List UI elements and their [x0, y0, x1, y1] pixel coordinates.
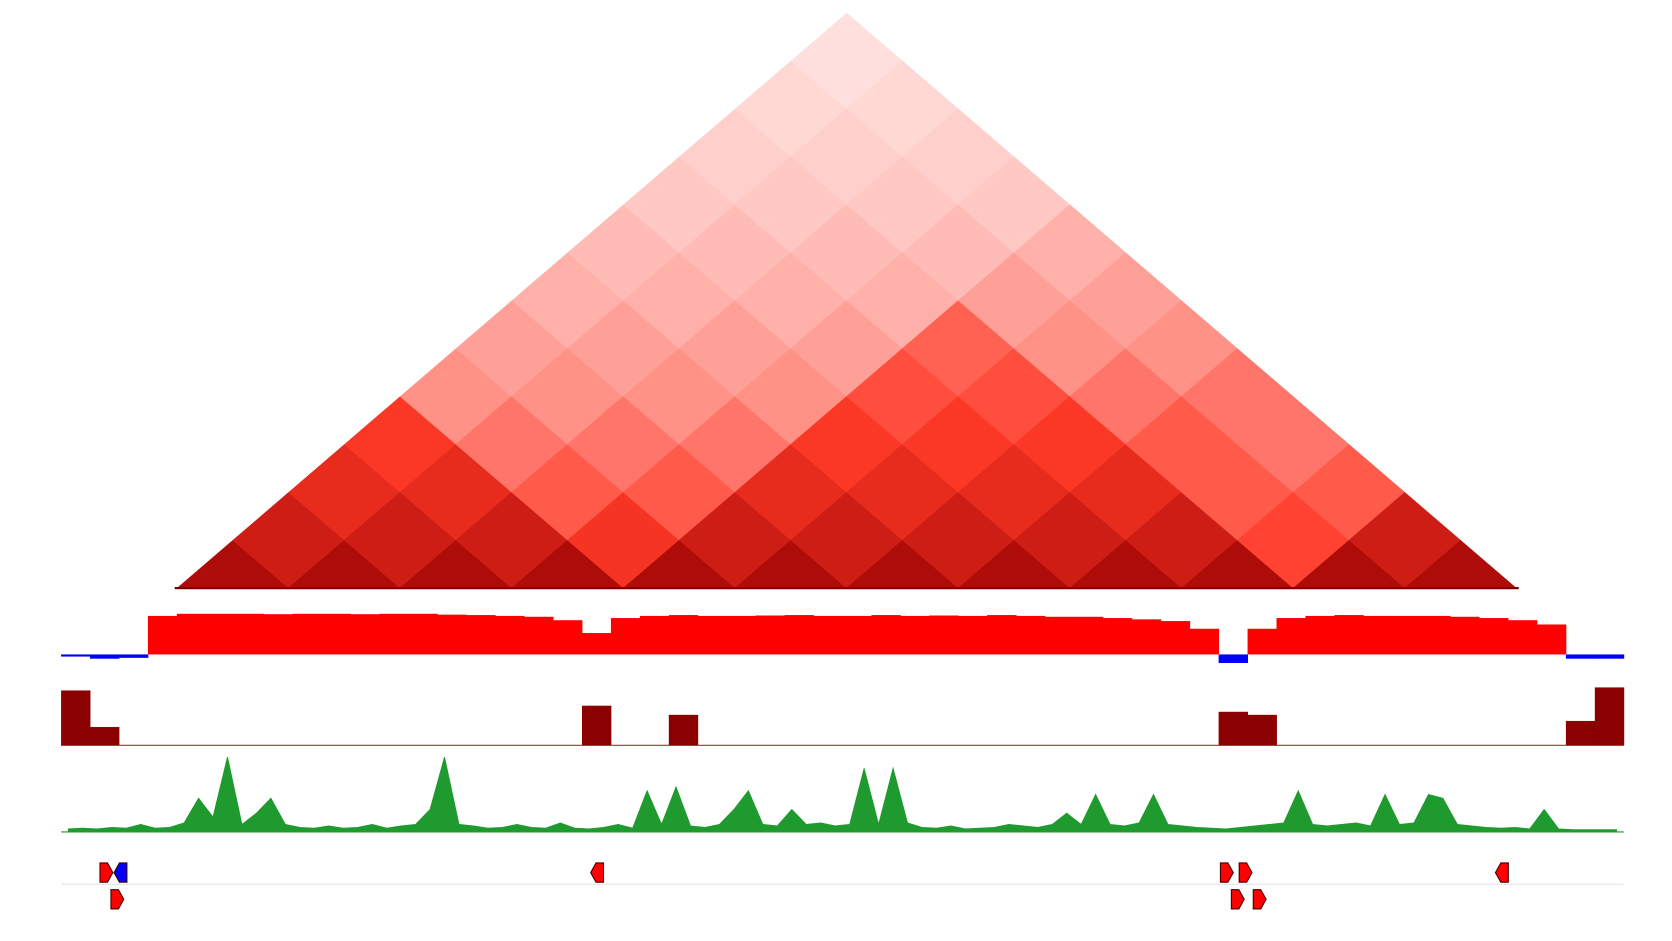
track-bar	[1392, 615, 1422, 655]
track-bar	[1073, 616, 1104, 655]
track-bar	[668, 714, 699, 746]
track-bar	[524, 616, 554, 655]
track-bar	[610, 618, 641, 655]
track-bar	[1305, 615, 1335, 655]
gene-arrow	[590, 862, 605, 883]
track-bar	[784, 615, 814, 655]
track-bar	[118, 654, 149, 658]
gene-arrow	[1230, 889, 1245, 910]
track-bar	[90, 654, 120, 659]
track-bar	[900, 615, 930, 655]
track-bar	[147, 615, 178, 655]
track-bar	[1016, 615, 1046, 655]
track-bar	[755, 615, 785, 655]
track-bar	[466, 615, 496, 655]
track-bar	[1247, 714, 1277, 746]
track-bar	[292, 613, 322, 655]
gene-arrow	[113, 862, 128, 883]
track-bar	[350, 614, 380, 655]
track-bar	[1102, 618, 1133, 655]
track-bar	[842, 615, 872, 655]
track-bar	[1536, 624, 1567, 655]
track-bar	[321, 613, 351, 655]
track-bar	[813, 615, 843, 655]
track-bar	[1450, 616, 1480, 655]
signal-area	[67, 756, 1617, 833]
track-bar	[581, 705, 612, 746]
track-bar	[581, 633, 612, 655]
track-bar	[1218, 654, 1248, 663]
track-bar	[1508, 620, 1538, 655]
track-bar	[668, 615, 699, 655]
track-bar	[871, 615, 901, 655]
track-bar	[1594, 687, 1625, 746]
track-bar	[1218, 711, 1248, 746]
track-bar	[408, 613, 438, 655]
track-bar	[639, 615, 670, 655]
track-bar	[1045, 616, 1075, 655]
track-bar	[929, 615, 959, 655]
gene-arrow	[99, 862, 114, 883]
track-bar	[1189, 628, 1220, 655]
track-bar	[1363, 615, 1393, 655]
track-bar	[205, 613, 236, 655]
track-bar	[379, 613, 409, 655]
track-bar	[495, 615, 525, 655]
gene-arrow	[1238, 862, 1253, 883]
track-bar	[987, 615, 1017, 655]
track-bar	[61, 690, 91, 746]
track-bar	[1131, 619, 1162, 655]
track-bar	[697, 615, 728, 655]
track-bar	[90, 727, 120, 746]
gene-arrow	[110, 889, 125, 910]
track-bar	[61, 654, 91, 657]
track-bar	[553, 620, 583, 655]
track-bar	[1160, 621, 1191, 655]
track-bar	[1276, 618, 1306, 655]
hic-heatmap	[176, 12, 1517, 589]
track-bar	[958, 615, 988, 655]
track-bar	[1247, 628, 1277, 655]
track-bar	[1479, 618, 1509, 655]
gene-arrow	[1494, 862, 1509, 883]
track-bar	[1421, 615, 1451, 655]
track-bar	[726, 615, 757, 655]
track-bar	[263, 614, 294, 655]
track-bar	[1565, 654, 1596, 659]
track-bar	[234, 613, 265, 655]
track-bar	[1334, 615, 1364, 655]
gene-arrow	[1252, 889, 1267, 910]
track-bar	[1565, 720, 1596, 746]
track-bar	[1594, 654, 1625, 659]
track-bar	[176, 613, 207, 655]
gene-arrow	[1219, 862, 1234, 883]
track-bar	[437, 614, 467, 655]
